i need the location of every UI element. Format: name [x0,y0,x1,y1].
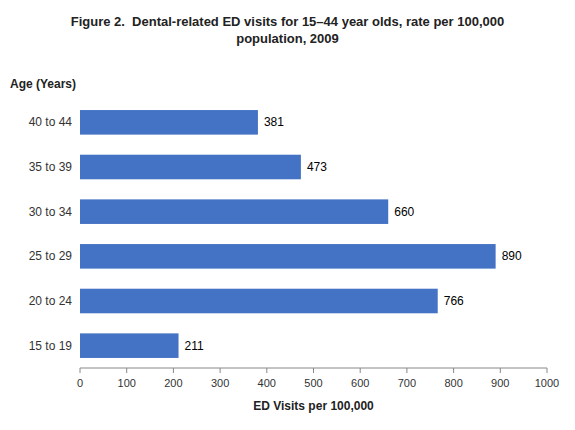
x-tick [126,368,127,373]
data-label: 211 [185,339,204,353]
bar [80,199,388,224]
x-tick [173,368,174,373]
bar [80,244,496,269]
data-label: 766 [444,294,464,308]
x-tick [453,368,454,373]
x-tick-label: 800 [444,377,462,389]
x-tick [220,368,221,373]
chart: Figure 2. Dental-related ED visits for 1… [0,0,575,430]
y-tick-label: 25 to 29 [29,249,73,263]
y-axis-label: Age (Years) [10,77,76,91]
data-label: 381 [264,115,284,129]
x-tick-label: 600 [351,377,369,389]
x-tick-label: 1000 [535,377,559,389]
x-tick [547,368,548,373]
bars [80,110,496,358]
x-tick-label: 400 [258,377,276,389]
bar [80,289,438,314]
bar [80,155,301,180]
x-tick-label: 300 [211,377,229,389]
data-label: 660 [394,205,414,219]
x-tick [80,368,81,373]
title: Figure 2. Dental-related ED visits for 1… [71,14,505,46]
x-axis-label: ED Visits per 100,000 [253,399,374,413]
x-tick [406,368,407,373]
x-tick-label: 200 [164,377,182,389]
x-tick [266,368,267,373]
x-tick [313,368,314,373]
x-tick-label: 700 [398,377,416,389]
x-tick-label: 0 [77,377,83,389]
y-tick-label: 15 to 19 [29,339,73,353]
y-tick-label: 30 to 34 [29,205,73,219]
x-tick [360,368,361,373]
x-tick [500,368,501,373]
y-tick-label: 20 to 24 [29,294,73,308]
x-tick-label: 500 [304,377,322,389]
y-tick-label: 35 to 39 [29,160,73,174]
y-tick-label: 40 to 44 [29,115,73,129]
x-tick-label: 100 [118,377,136,389]
bar [80,110,258,135]
data-label: 473 [307,160,327,174]
bar [80,333,179,358]
x-tick-label: 900 [491,377,509,389]
data-label: 890 [502,249,522,263]
